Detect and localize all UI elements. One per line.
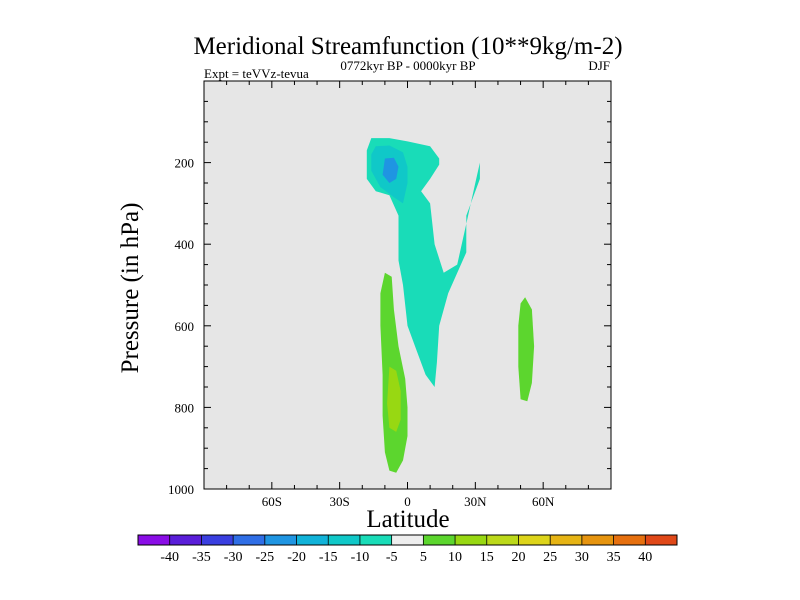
colorbar-swatch [645, 535, 678, 545]
colorbar-label: -15 [319, 550, 338, 565]
left-label: Expt = teVVz-tevua [204, 66, 309, 81]
colorbar-swatch [359, 535, 392, 545]
contour-region-positive-core-lower [387, 366, 401, 432]
x-axis: 60S 30S 0 30N 60N [226, 81, 589, 509]
contour-region-negative-core-inner [382, 157, 399, 183]
colorbar-swatch [233, 535, 266, 545]
colorbar-swatch [423, 535, 456, 545]
colorbar-swatch [550, 535, 583, 545]
center-label: 0772kyr BP - 0000kyr BP [340, 58, 475, 73]
colorbar: -40 -35 -30 -25 -20 -15 -10 -5 5 10 15 20 25 30 35 40 [137, 534, 678, 565]
colorbar-label: 35 [607, 550, 621, 565]
colorbar-label: -40 [160, 550, 179, 565]
colorbar-label: 10 [448, 550, 462, 565]
colorbar-swatch [264, 535, 297, 545]
colorbar-label: 5 [420, 550, 427, 565]
colorbar-label: 20 [511, 550, 525, 565]
chart-title: Meridional Streamfunction (10**9kg/m-2) [193, 33, 622, 60]
colorbar-label: 30 [575, 550, 589, 565]
y-tick-label: 200 [175, 156, 195, 171]
colorbar-label: -25 [255, 550, 274, 565]
colorbar-swatch [296, 535, 329, 545]
y-tick-label: 400 [175, 237, 195, 252]
plot-area: 60S 30S 0 30N 60N 200 400 600 800 1000 [168, 80, 612, 509]
colorbar-swatch [201, 535, 234, 545]
colorbar-label: -35 [192, 550, 211, 565]
x-axis-label: Latitude [366, 506, 449, 533]
x-tick-label: 60N [532, 494, 555, 509]
colorbar-label: -5 [386, 550, 398, 565]
colorbar-label: 15 [480, 550, 494, 565]
colorbar-swatch [169, 535, 202, 545]
x-tick-label: 0 [404, 494, 411, 509]
colorbar-swatch [391, 535, 424, 545]
colorbar-label: -30 [224, 550, 243, 565]
colorbar-swatch [613, 535, 646, 545]
right-label: DJF [588, 58, 610, 73]
colorbar-swatch [581, 535, 614, 545]
y-tick-label: 800 [175, 400, 195, 415]
colorbar-swatch [138, 535, 171, 545]
colorbar-swatch [518, 535, 551, 545]
colorbar-swatch [486, 535, 519, 545]
y-tick-label: 600 [175, 319, 195, 334]
y-tick-label: 1000 [168, 482, 194, 497]
colorbar-swatch [328, 535, 361, 545]
x-tick-label: 60S [262, 494, 282, 509]
colorbar-label: 40 [638, 550, 652, 565]
x-tick-label: 30S [330, 494, 350, 509]
y-axis: 200 400 600 800 1000 [168, 100, 611, 497]
colorbar-frame [137, 534, 678, 546]
colorbar-swatch [455, 535, 488, 545]
colorbar-label: 25 [543, 550, 557, 565]
colorbar-label: -10 [351, 550, 370, 565]
contour-features [366, 138, 535, 473]
colorbar-label: -20 [287, 550, 306, 565]
contour-region-negative-cell-upper-equatorial [366, 138, 480, 387]
y-axis-label: Pressure (in hPa) [117, 203, 144, 374]
x-tick-label: 30N [464, 494, 487, 509]
contour-region-positive-cell-midlatitude [518, 297, 535, 402]
